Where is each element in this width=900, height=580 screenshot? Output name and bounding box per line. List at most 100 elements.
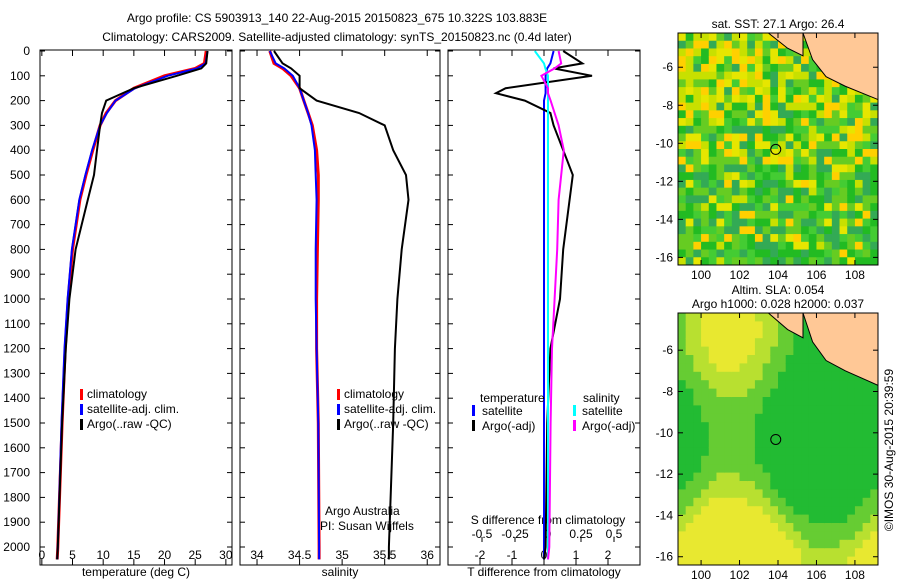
sla_map-cell (701, 363, 710, 373)
sla_map-ytick-label: -10 (656, 426, 674, 440)
sla_map-cell (716, 355, 725, 364)
sla_map-cell (724, 329, 733, 339)
sla_map-cell (816, 506, 825, 516)
sst_map-cell (762, 63, 771, 73)
sla_map-cell (785, 355, 794, 364)
sst_map-cell (847, 125, 856, 135)
sla_map-cell (839, 489, 848, 499)
sla_map-cell (693, 481, 702, 490)
sst_map-cell (708, 218, 717, 227)
sst_map-cell (716, 125, 725, 135)
sst_map-cell (708, 257, 717, 266)
sst_map-cell (808, 241, 817, 251)
sla_map-ytick-label: -16 (656, 550, 674, 564)
sla_map-cell (708, 371, 717, 381)
sla_map-cell (739, 355, 748, 364)
sst_map-cell (808, 210, 817, 220)
sla_map-cell (854, 380, 864, 390)
sst_map-cell (862, 195, 871, 204)
sst_map-cell (731, 133, 741, 142)
sla_map-cell (770, 455, 779, 465)
sla_map-cell (839, 455, 848, 465)
sla_map-cell (701, 439, 710, 448)
sla_map-cell (778, 464, 787, 474)
title-line-1: Argo profile: CS 5903913_140 22-Aug-2015… (127, 11, 547, 25)
sst_map-cell (770, 141, 779, 150)
sst_map-cell (716, 87, 725, 96)
sla_map-cell (870, 489, 879, 499)
sst_map-cell (708, 195, 717, 204)
sla_map-cell (731, 413, 741, 423)
sla_map-cell (824, 481, 833, 490)
sla_map-cell (770, 355, 779, 364)
sla_map-cell (754, 531, 764, 541)
sla_map-cell (854, 481, 864, 490)
sst_map-cell (831, 102, 841, 111)
sst_map-cell (847, 187, 856, 196)
sst_map-cell (824, 87, 833, 96)
sst_map-cell (685, 257, 694, 266)
sla_map-cell (801, 439, 810, 448)
sla_map-cell (862, 464, 871, 474)
sla_map-cell (801, 422, 810, 432)
sla_map-cell (685, 371, 694, 381)
sla_map-cell (801, 388, 810, 398)
salinity-legend-label: Argo(..raw -QC) (344, 417, 429, 431)
sst_map-cell (778, 172, 787, 181)
sst_map-cell (747, 187, 756, 196)
sst_map-cell (701, 125, 710, 135)
sla_map-cell (708, 514, 717, 524)
sst_map-cell (731, 172, 741, 181)
sst_map-cell (831, 87, 841, 96)
sla_map-cell (801, 497, 810, 507)
sla_map-cell (685, 346, 694, 356)
sla_map-cell (701, 481, 710, 490)
sst_map-cell (685, 218, 694, 227)
sla_map-cell (778, 321, 787, 331)
sst_map-cell (785, 195, 794, 204)
sst_map-cell (770, 210, 779, 220)
sla_map-cell (785, 380, 794, 390)
sst_map-cell (824, 141, 833, 150)
sla_map-cell (793, 338, 802, 348)
sla_map-cell (678, 338, 687, 348)
sla_map-cell (862, 422, 871, 432)
sst_map-cell (693, 257, 702, 266)
sst_map-cell (862, 125, 871, 135)
sla_map-cell (854, 489, 864, 499)
sla_map-cell (847, 531, 856, 541)
sla_map-cell (678, 355, 687, 364)
sst_map-cell (839, 102, 848, 111)
sst_map-cell (793, 257, 802, 266)
sst_map-cell (747, 71, 756, 80)
sst_map-cell (785, 187, 794, 196)
sst_map-cell (724, 94, 733, 104)
sla_map-cell (701, 405, 710, 415)
sla_map-cell (854, 439, 864, 448)
sst_map-cell (731, 79, 741, 88)
sst_map-cell (770, 102, 779, 111)
sst_map-title: sat. SST: 27.1 Argo: 26.4 (712, 17, 845, 31)
sst_map-cell (793, 156, 802, 165)
sla_map-cell (731, 397, 741, 406)
sla_map-cell (808, 447, 817, 457)
sst_map-cell (785, 63, 794, 73)
sla_map-cell (701, 397, 710, 406)
sla_map-cell (685, 497, 694, 507)
sla_map-cell (716, 548, 725, 558)
sla_map-cell (824, 405, 833, 415)
sla_map-cell (785, 439, 794, 448)
sla_map-cell (824, 422, 833, 432)
sla_map-cell (854, 422, 864, 432)
depth-tick-label: 1600 (3, 441, 30, 455)
sla_map-cell (739, 489, 748, 499)
sst_map-cell (724, 48, 733, 57)
sla_map-cell (747, 321, 756, 331)
sla_map-cell (770, 346, 779, 356)
sst_map-cell (701, 226, 710, 235)
sst_map-cell (724, 125, 733, 135)
sst_map-cell (739, 156, 748, 165)
sst_map-cell (793, 179, 802, 189)
sst_map-cell (770, 156, 779, 165)
